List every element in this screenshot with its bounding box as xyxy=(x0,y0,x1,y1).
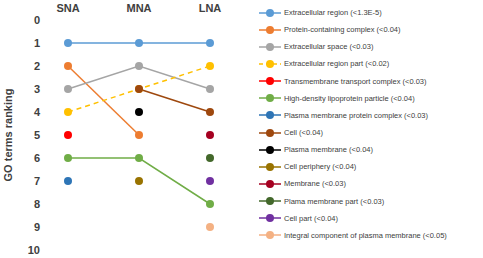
svg-text:1: 1 xyxy=(34,37,40,49)
svg-text:GO terms ranking: GO terms ranking xyxy=(8,89,14,182)
svg-text:3: 3 xyxy=(34,83,40,95)
svg-text:5: 5 xyxy=(34,129,40,141)
html-text:Transmembrane transport comple: Transmembrane transport complex (<0.03) xyxy=(284,76,427,86)
svg-text:2: 2 xyxy=(34,60,40,72)
svg-text:6: 6 xyxy=(34,152,40,164)
html-text:High-density lipoprotein parti: High-density lipoprotein particle (<0.04… xyxy=(284,93,415,103)
html-text:Extracellular region part (<0.: Extracellular region part (<0.02) xyxy=(284,59,390,69)
html-text:Protein-containing complex (<0: Protein-containing complex (<0.04) xyxy=(284,25,401,35)
svg-text:SNA: SNA xyxy=(56,2,79,14)
html-text:Extracellular region (<1.3E-5): Extracellular region (<1.3E-5) xyxy=(284,8,382,18)
svg-text:9: 9 xyxy=(34,221,40,233)
html-text:Extracellular space (<0.03): Extracellular space (<0.03) xyxy=(284,42,374,52)
svg-text:MNA: MNA xyxy=(126,2,151,14)
svg-text:0: 0 xyxy=(34,14,40,26)
svg-text:7: 7 xyxy=(34,175,40,187)
html-text:Membrane (<0.03): Membrane (<0.03) xyxy=(284,179,346,189)
html-text:Plasma membrane protein comple: Plasma membrane protein complex (<0.03) xyxy=(284,110,428,120)
html-text:Integral component of plasma m: Integral component of plasma membrane (<… xyxy=(284,230,447,240)
html-text:Cell periphery (<0.04): Cell periphery (<0.04) xyxy=(284,162,357,172)
svg-text:LNA: LNA xyxy=(199,2,222,14)
html-text:Plasma membrane (<0.04): Plasma membrane (<0.04) xyxy=(284,145,373,155)
svg-text:10: 10 xyxy=(28,244,40,256)
html-text:Plama membrane part (<0.03): Plama membrane part (<0.03) xyxy=(284,196,385,206)
html-text:Cell (<0.04): Cell (<0.04) xyxy=(284,128,323,137)
html-text:Cell part (<0.04): Cell part (<0.04) xyxy=(284,213,338,223)
svg-text:8: 8 xyxy=(34,198,40,210)
svg-text:4: 4 xyxy=(34,106,41,118)
